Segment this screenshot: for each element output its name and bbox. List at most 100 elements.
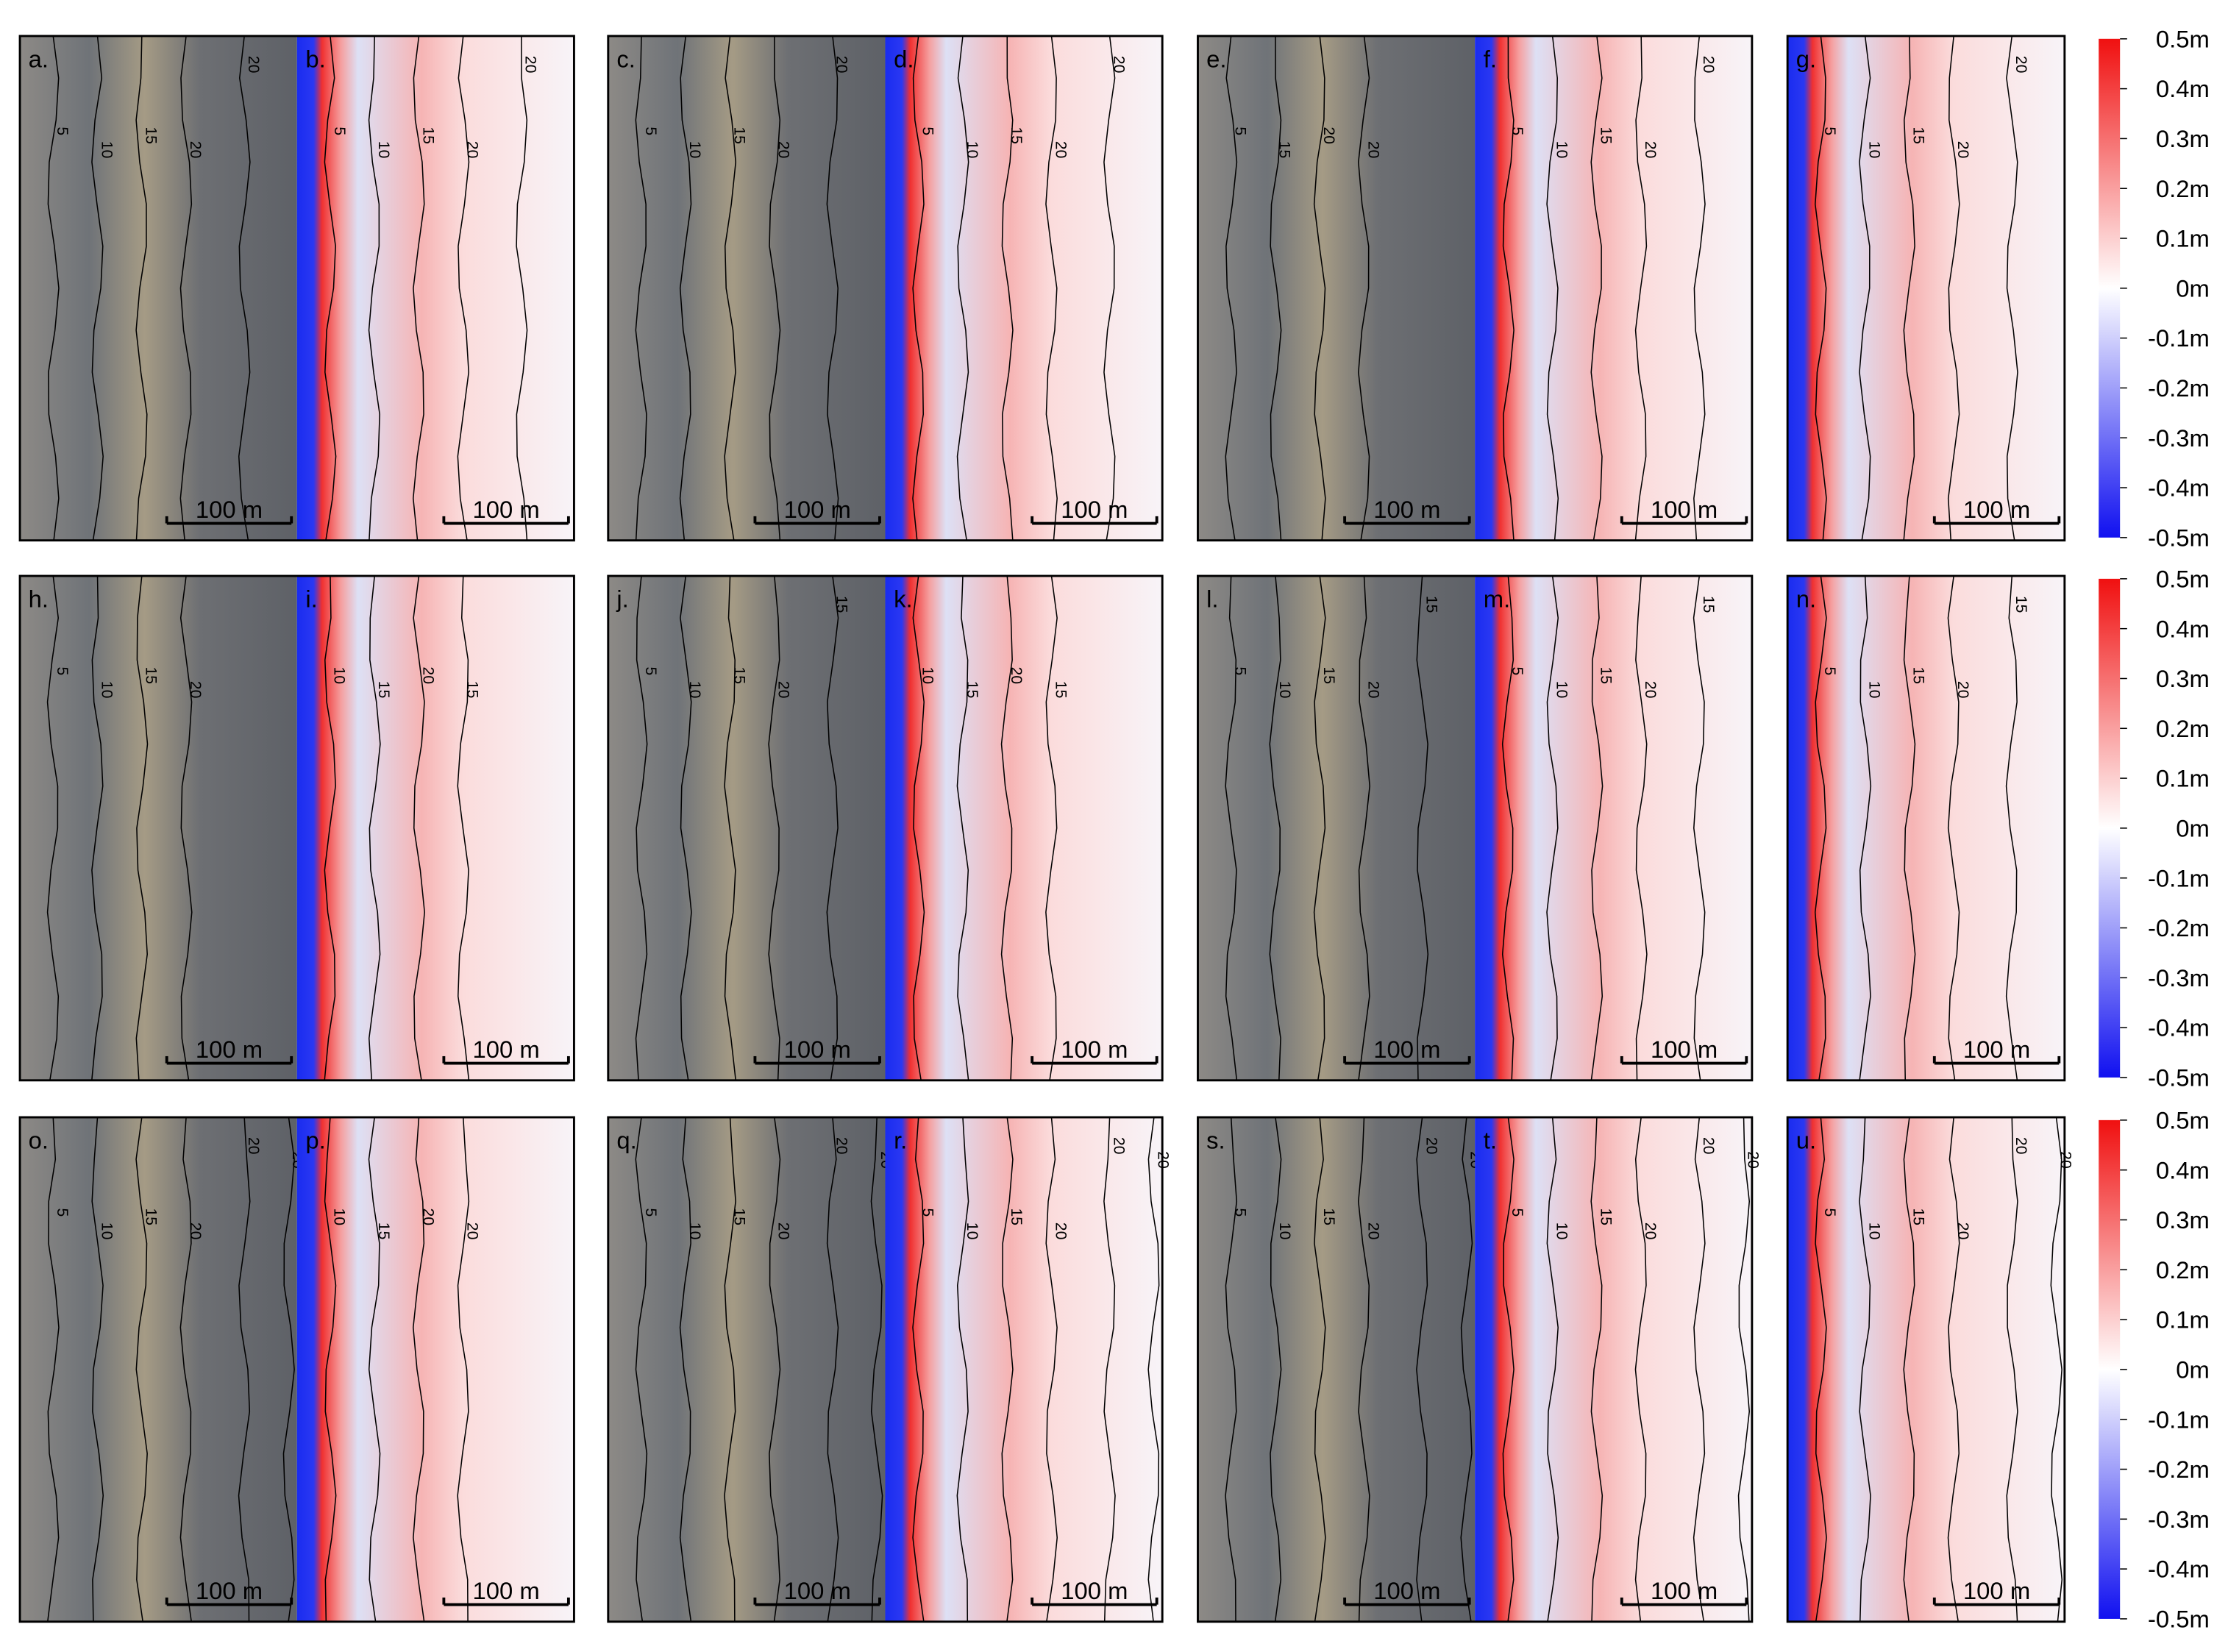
contour-line (135, 575, 149, 1080)
colorbar-label: 0.5m (2156, 1106, 2210, 1133)
contour-line (1314, 1117, 1326, 1622)
panel-frame (607, 1116, 1164, 1623)
panel-label: a. (29, 45, 49, 72)
colorbar-label: -0.1m (2148, 1406, 2210, 1433)
contour-label: 5 (1509, 666, 1526, 675)
scale-bar-label: 100 m (1373, 496, 1440, 523)
contour-label: 5 (54, 127, 71, 135)
contour-line (2006, 1117, 2018, 1622)
contour-label: 20 (1744, 1151, 1762, 1169)
scale-bar-label: 100 m (1061, 1036, 1128, 1063)
colorbar-label: -0.4m (2148, 474, 2210, 502)
contour-line (179, 35, 193, 541)
contour-label: 20 (1700, 1137, 1718, 1155)
contour-line (457, 35, 470, 541)
contour-label: 5 (54, 666, 71, 675)
contour-label: 20 (522, 56, 540, 74)
panel-label: h. (29, 585, 49, 613)
contour-line (912, 35, 925, 541)
contour-line (724, 1117, 736, 1622)
contour-line (91, 35, 104, 541)
contour-label: 20 (2012, 1137, 2030, 1155)
panel-frame (18, 574, 575, 1082)
contour-line (135, 35, 148, 541)
contour-line (457, 575, 470, 1080)
colorbar-label: -0.1m (2148, 324, 2210, 352)
colorbar-label: 0.4m (2156, 1156, 2210, 1183)
panel-label: q. (616, 1127, 636, 1154)
contour-label: 10 (1553, 1222, 1570, 1240)
contour-line (1358, 575, 1370, 1080)
colorbar-label: -0.3m (2148, 964, 2210, 991)
contour-line (457, 1117, 470, 1622)
panel-label: u. (1796, 1127, 1816, 1154)
contour-label: 5 (1509, 1208, 1526, 1217)
contour-label: 15 (2012, 596, 2030, 613)
contour-line (1693, 575, 1706, 1080)
scale-bar-label: 100 m (473, 1577, 540, 1604)
scale-bar-label: 100 m (473, 1036, 540, 1063)
contour-label: 20 (775, 141, 793, 159)
contour-line (1859, 35, 1871, 541)
contour-label: 10 (1276, 681, 1294, 699)
contour-label: 20 (464, 141, 482, 159)
contour-label: 10 (686, 1222, 704, 1240)
contour-label: 20 (1954, 681, 1972, 699)
contour-label: 15 (1052, 681, 1069, 699)
contour-line (1635, 575, 1648, 1080)
contour-label: 15 (964, 681, 981, 699)
panel-label: k. (894, 585, 913, 613)
panel-frame (1786, 574, 2066, 1082)
contour-line (238, 35, 251, 541)
contour-label: 10 (686, 681, 704, 699)
colorbar-label: -0.4m (2148, 1014, 2210, 1042)
contour-label: 20 (1954, 1222, 1972, 1240)
contour-label: 20 (1364, 141, 1382, 159)
contour-line (635, 35, 647, 541)
contour-line (1001, 35, 1014, 541)
scale-bar-label: 100 m (196, 1577, 263, 1604)
colorbar-label: -0.3m (2148, 1506, 2210, 1533)
contour-line (1634, 35, 1648, 541)
scale-bar-label: 100 m (1963, 496, 2030, 523)
contour-line (1270, 35, 1282, 541)
contour-line (2006, 35, 2018, 541)
contour-line (324, 575, 336, 1080)
contour-label: 15 (375, 1222, 393, 1240)
contour-line (1947, 35, 1960, 541)
difference-map (1475, 35, 1752, 541)
scale-bar-label: 100 m (784, 496, 851, 523)
panel-frame (1197, 35, 1754, 542)
panel-frame (1786, 35, 2066, 542)
contour-label: 20 (187, 1222, 204, 1240)
contour-line (768, 575, 780, 1080)
contour-line (724, 35, 737, 541)
contour-label: 15 (1008, 127, 1025, 144)
colorbar-label: 0.5m (2156, 565, 2210, 592)
contour-line (1590, 1117, 1604, 1622)
scale-bar-label: 100 m (1373, 1577, 1440, 1604)
contour-label: 15 (1910, 666, 1928, 684)
colorbar-label: -0.2m (2148, 914, 2210, 941)
colorbar-label: 0.5m (2156, 25, 2210, 52)
contour-line (1903, 35, 1915, 541)
colorbar-label: -0.3m (2148, 424, 2210, 452)
contour-label: 10 (964, 141, 981, 159)
contour-line (1693, 35, 1706, 541)
colorbar-label: 0.1m (2156, 225, 2210, 252)
contour-line (1000, 575, 1014, 1080)
contour-line (1225, 1117, 1238, 1622)
contour-line (1737, 1117, 1751, 1622)
contour-label: 10 (1276, 1222, 1294, 1240)
contour-line (1634, 1117, 1647, 1622)
contour-label: 20 (1700, 56, 1718, 74)
panel-label: d. (894, 45, 914, 72)
colorbar-label: -0.5m (2148, 1606, 2210, 1633)
difference-map (1787, 576, 2065, 1080)
contour-label: 15 (1598, 127, 1615, 144)
contour-label: 20 (187, 681, 204, 699)
contour-line (1947, 575, 1960, 1080)
contour-line (46, 1117, 60, 1622)
contour-label: 5 (331, 127, 349, 135)
contour-line (368, 575, 381, 1080)
